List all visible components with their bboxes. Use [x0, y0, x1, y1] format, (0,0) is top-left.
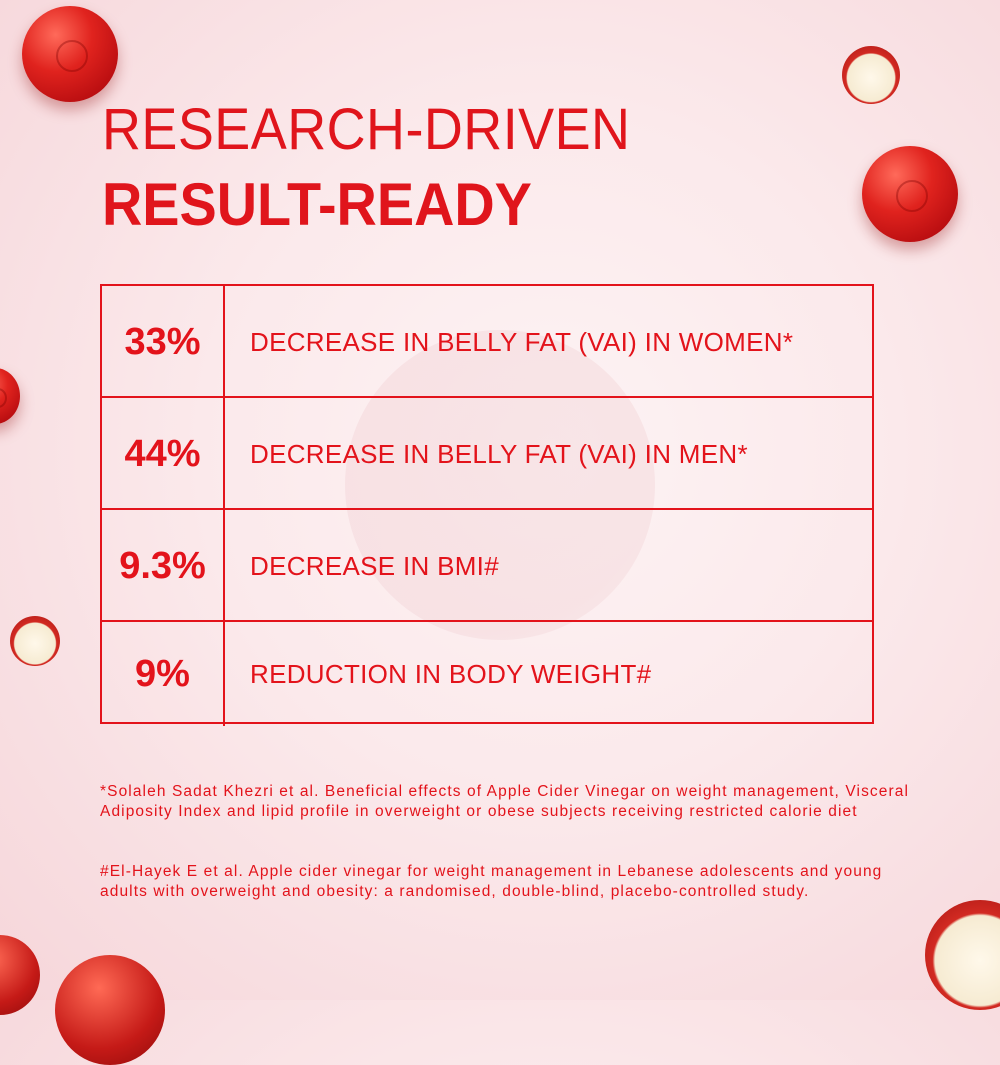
stat-label: DECREASE IN BMI#	[250, 550, 499, 581]
stat-value: 33%	[102, 286, 225, 398]
stat-label: REDUCTION IN BODY WEIGHT#	[250, 658, 652, 689]
stats-table: 33% DECREASE IN BELLY FAT (VAI) IN WOMEN…	[100, 284, 874, 726]
stat-label: DECREASE IN BELLY FAT (VAI) IN MEN*	[250, 438, 748, 469]
gummy-image	[862, 146, 958, 242]
stat-value: 9%	[102, 622, 225, 726]
stat-row: 9% REDUCTION IN BODY WEIGHT#	[102, 620, 872, 726]
stat-row: 33% DECREASE IN BELLY FAT (VAI) IN WOMEN…	[102, 286, 872, 398]
stat-value: 44%	[102, 398, 225, 510]
apple-image	[0, 935, 40, 1015]
apple-slice-image	[842, 46, 900, 104]
apple-image	[55, 955, 165, 1065]
stat-row: 44% DECREASE IN BELLY FAT (VAI) IN MEN*	[102, 396, 872, 510]
stat-value: 9.3%	[102, 510, 225, 622]
gummy-image	[22, 6, 118, 102]
apple-slice-image	[925, 900, 1000, 1010]
apple-slice-image	[10, 616, 60, 666]
gummy-image	[0, 368, 20, 424]
background-gummy-image	[345, 330, 655, 640]
stat-row: 9.3% DECREASE IN BMI#	[102, 508, 872, 622]
footnote-bmi-weight: #El-Hayek E et al. Apple cider vinegar f…	[100, 863, 883, 900]
headline-line-2: RESULT-READY	[102, 171, 532, 238]
headline-line-1: RESEARCH-DRIVEN	[102, 97, 631, 162]
footnote-women-men: *Solaleh Sadat Khezri et al. Beneficial …	[100, 783, 910, 820]
stat-label: DECREASE IN BELLY FAT (VAI) IN WOMEN*	[250, 326, 794, 357]
